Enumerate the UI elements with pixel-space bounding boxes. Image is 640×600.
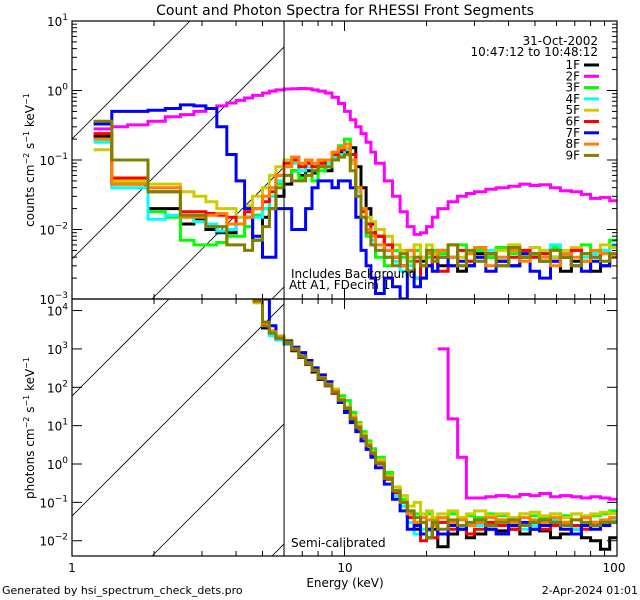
hatch-line (151, 423, 285, 556)
hatch-lines-bottom (72, 299, 640, 556)
tick-labels: 10−3 10−2 10−1 100 101 10−2 10−1 100 101 102 103 10… (39, 13, 68, 549)
y-tick-label: 104 (47, 303, 68, 319)
top-annotation-attenuator: Att A1, FDecim 1 (289, 278, 390, 292)
x-tick-label-1: 1 (68, 561, 76, 575)
series-9F-bot (252, 299, 617, 540)
series-4F-bot (252, 301, 617, 536)
hatch-line (72, 21, 191, 140)
hatch-line (151, 166, 285, 299)
bottom-annotation-semicalibrated: Semi-calibrated (291, 536, 386, 550)
legend-label-2F: 2F (565, 69, 580, 83)
legend-label-8F: 8F (565, 137, 580, 151)
series-3F-bot (252, 299, 617, 522)
x-tick-label-100: 100 (603, 561, 626, 575)
x-tick-label-10: 10 (337, 561, 352, 575)
series-2F-bot (437, 347, 617, 501)
top-annotation-background: Includes Background (291, 267, 416, 281)
legend-label-1F: 1F (565, 58, 580, 72)
hatch-line (632, 299, 640, 556)
hatch-line (72, 299, 170, 397)
legend-label-6F: 6F (565, 115, 580, 129)
legend-label-9F: 9F (565, 148, 580, 162)
date-label: 31-Oct-2002 (522, 34, 598, 48)
hatch-lines-top (72, 21, 640, 299)
series-1F-bot (252, 299, 617, 551)
legend-label-7F: 7F (565, 126, 580, 140)
y-tick-label: 100 (47, 83, 68, 99)
y-tick-label: 10−1 (39, 152, 68, 168)
footer-timestamp: 2-Apr-2024 01:01 (542, 584, 638, 597)
series-top-panel (93, 87, 617, 299)
chart-title: Count and Photon Spectra for RHESSI Fron… (156, 3, 534, 19)
y-tick-label: 10−3 (39, 291, 68, 307)
x-axis-label: Energy (keV) (306, 576, 383, 590)
hatch-line (632, 21, 640, 299)
y-tick-label: 103 (47, 341, 68, 357)
plot-frame-bot (71, 298, 618, 557)
y-tick-label: 10−2 (39, 533, 68, 549)
series-7F-bot (252, 299, 617, 536)
footer-generated-by: Generated by hsi_spectrum_check_dets.pro (2, 584, 243, 597)
series-7F-top (93, 103, 617, 299)
top-ylabel: counts cm−2 s−1 keV−1 (22, 93, 37, 227)
y-tick-label: 101 (47, 13, 68, 29)
series-6F-bot (252, 299, 617, 543)
legend-label-3F: 3F (565, 81, 580, 95)
series-2F-top (93, 87, 617, 236)
y-tick-label: 100 (47, 456, 68, 472)
legend-label-5F: 5F (565, 103, 580, 117)
axes (71, 20, 618, 557)
hatch-line (72, 303, 285, 517)
y-tick-label: 102 (47, 379, 68, 395)
time-range-label: 10:47:12 to 10:48:12 (471, 45, 598, 59)
y-tick-label: 101 (47, 418, 68, 434)
series-8F-bot (252, 300, 617, 527)
hatch-line (72, 46, 285, 260)
y-tick-label: 10−1 (39, 494, 68, 510)
series-9F-top (93, 119, 617, 273)
y-tick-label: 10−2 (39, 222, 68, 238)
legend-label-4F: 4F (565, 92, 580, 106)
series-bottom-panel (252, 299, 617, 551)
series-5F-bot (252, 301, 617, 520)
bottom-ylabel: photons cm−2 s−1 keV−1 (22, 357, 37, 499)
